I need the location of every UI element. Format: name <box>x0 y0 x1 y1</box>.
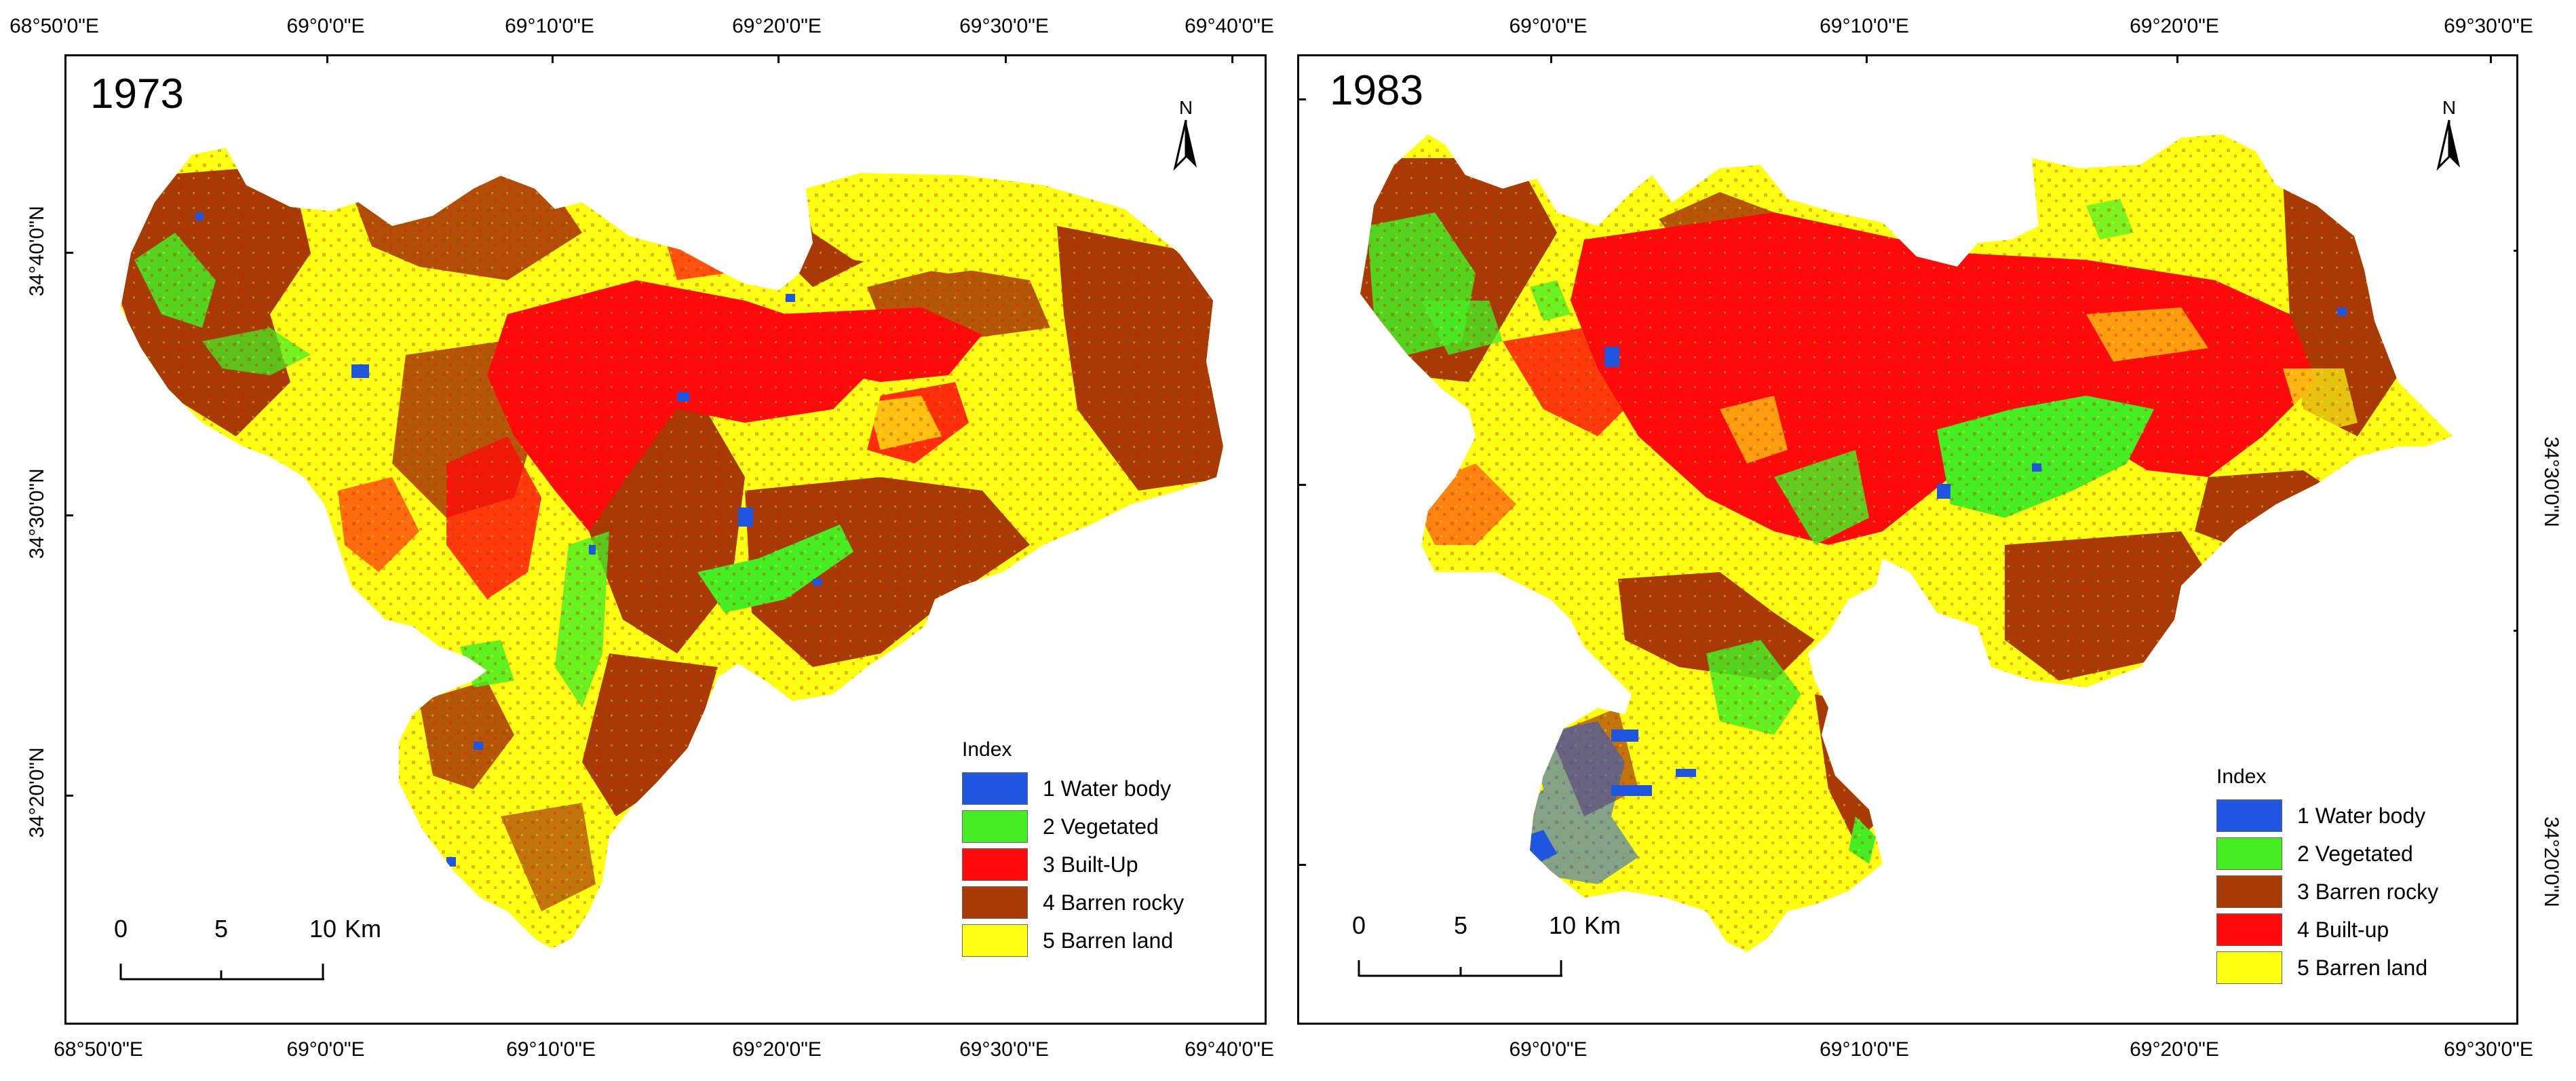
map-tick <box>326 56 328 63</box>
legend-swatch <box>962 810 1028 843</box>
right-top-tick-label: 69°30'0"E <box>2444 15 2533 37</box>
legend-item: 1 Water body <box>962 770 1184 808</box>
legend-swatch <box>2216 799 2282 832</box>
left-bottom-tick-label: 69°10'0"E <box>506 1038 596 1061</box>
legend-swatch <box>2216 913 2282 946</box>
map-tick <box>1299 484 1306 486</box>
right-top-tick-label: 69°0'0"E <box>1509 15 1588 37</box>
left-top-tick-label: 69°40'0"E <box>1185 15 1274 37</box>
map-tick <box>1866 56 1868 63</box>
left-top-tick-label: 69°20'0"E <box>732 15 822 37</box>
scale-label: 0 <box>113 915 128 943</box>
scale-bar-line <box>119 964 324 981</box>
legend-label: 1 Water body <box>2297 803 2426 828</box>
left-lat-tick-label: 34°40'0"N <box>26 206 48 297</box>
map-tick <box>777 56 780 63</box>
scale-label: 10 <box>1548 911 1577 939</box>
left-bottom-tick-label: 68°50'0"E <box>54 1038 143 1061</box>
scale-bar: 0 5 10 Km <box>1352 911 1644 986</box>
legend-label: 5 Barren land <box>1043 928 1174 953</box>
left-top-tick-label: 68°50'0"E <box>9 15 99 37</box>
legend-swatch <box>962 848 1028 881</box>
scale-label: 10 <box>309 915 337 943</box>
legend: Index 1 Water body 2 Vegetated 3 Barren … <box>2216 765 2438 987</box>
legend-label: 3 Barren rocky <box>2297 879 2439 904</box>
right-bottom-tick-label: 69°30'0"E <box>2444 1038 2533 1061</box>
legend-item: 3 Built-Up <box>962 846 1184 884</box>
scale-unit: Km <box>1584 911 1621 939</box>
north-arrow-icon <box>2436 119 2460 171</box>
left-top-tick-label: 69°30'0"E <box>959 15 1049 37</box>
map-tick <box>1299 864 1306 866</box>
left-bottom-tick-label: 69°0'0"E <box>286 1038 365 1061</box>
scale-bar: 0 5 10 Km <box>114 915 406 989</box>
north-arrow-label: N <box>1178 97 1193 118</box>
legend-item: 2 Vegetated <box>2216 835 2438 873</box>
map-tick <box>1299 98 1306 100</box>
scale-unit: Km <box>345 915 381 943</box>
legend-item: 5 Barren land <box>962 922 1184 960</box>
map-tick <box>552 56 554 63</box>
legend-title: Index <box>2216 765 2267 788</box>
left-top-tick-label: 69°10'0"E <box>505 15 594 37</box>
north-arrow: N <box>1166 97 1206 172</box>
legend-item: 1 Water body <box>2216 797 2438 835</box>
legend-label: 4 Barren rocky <box>1043 890 1185 915</box>
map-panel-1983: 1983 N Index 1 Water body 2 Vegetated 3 … <box>1297 54 2518 1025</box>
map-tick <box>2514 250 2516 252</box>
left-lat-tick-label: 34°20'0"N <box>26 747 48 838</box>
legend-title: Index <box>962 738 1012 761</box>
map-tick <box>66 252 73 254</box>
legend-swatch <box>962 924 1028 957</box>
left-lat-tick-label: 34°30'0"N <box>26 468 48 559</box>
legend-label: 2 Vegetated <box>2297 841 2413 866</box>
legend-swatch <box>2216 951 2282 984</box>
legend-item: 2 Vegetated <box>962 808 1184 846</box>
north-arrow-icon <box>1173 119 1197 171</box>
legend-swatch <box>962 772 1028 805</box>
map-year-title: 1973 <box>90 71 184 117</box>
legend-item: 5 Barren land <box>2216 949 2438 987</box>
legend-item: 4 Built-up <box>2216 911 2438 949</box>
map-tick <box>1231 56 1233 63</box>
left-bottom-tick-label: 69°20'0"E <box>732 1038 822 1061</box>
left-bottom-tick-label: 69°30'0"E <box>959 1038 1049 1061</box>
right-top-tick-label: 69°10'0"E <box>1820 15 1909 37</box>
map-tick <box>66 795 73 797</box>
map-tick <box>66 514 73 516</box>
map-tick <box>2176 56 2178 63</box>
legend-label: 5 Barren land <box>2297 955 2428 980</box>
map-tick <box>1550 56 1552 63</box>
map-tick <box>2514 630 2516 632</box>
north-arrow-label: N <box>2442 97 2457 118</box>
scale-label: 5 <box>214 915 229 943</box>
map-tick <box>1005 56 1007 63</box>
legend-label: 3 Built-Up <box>1043 852 1138 877</box>
right-top-tick-label: 69°20'0"E <box>2130 15 2219 37</box>
right-bottom-tick-label: 69°10'0"E <box>1820 1038 1909 1061</box>
right-bottom-tick-label: 69°0'0"E <box>1509 1038 1588 1061</box>
right-lat-tick-label: 34°20'0"N <box>2540 816 2562 907</box>
scale-label: 5 <box>1453 911 1468 939</box>
legend-item: 3 Barren rocky <box>2216 873 2438 911</box>
legend-label: 2 Vegetated <box>1043 814 1159 839</box>
scale-bar-line <box>1358 960 1562 977</box>
left-top-tick-label: 69°0'0"E <box>286 15 365 37</box>
map-year-title: 1983 <box>1330 67 1423 114</box>
right-bottom-tick-label: 69°20'0"E <box>2130 1038 2219 1061</box>
legend-item: 4 Barren rocky <box>962 884 1184 922</box>
north-arrow: N <box>2429 97 2469 172</box>
scale-label: 0 <box>1351 911 1366 939</box>
land-cover-map-1973 <box>121 148 1223 949</box>
map-panel-1973: 1973 N Index 1 Water body 2 Vegetated 3 … <box>64 54 1267 1025</box>
right-lat-tick-label: 34°30'0"N <box>2540 436 2562 527</box>
legend-swatch <box>2216 875 2282 908</box>
legend: Index 1 Water body 2 Vegetated 3 Built-U… <box>962 738 1184 960</box>
map-tick <box>2490 56 2492 63</box>
legend-swatch <box>2216 837 2282 870</box>
legend-label: 1 Water body <box>1043 776 1172 801</box>
left-bottom-tick-label: 69°40'0"E <box>1185 1038 1274 1061</box>
legend-label: 4 Built-up <box>2297 917 2389 942</box>
legend-swatch <box>962 886 1028 919</box>
